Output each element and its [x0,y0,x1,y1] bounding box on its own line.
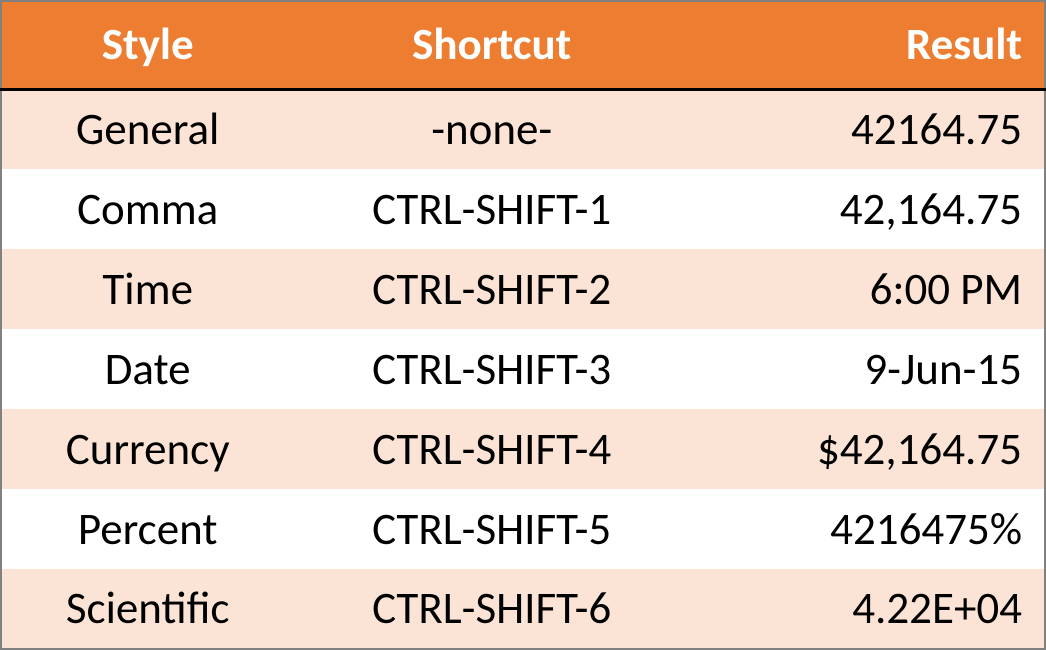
table-body: General -none- 42164.75 Comma CTRL-SHIFT… [1,89,1045,649]
header-shortcut: Shortcut [293,1,690,89]
cell-style: General [1,89,293,169]
cell-shortcut: CTRL-SHIFT-1 [293,169,690,249]
cell-result: $42,164.75 [690,409,1045,489]
number-format-shortcuts-table: Style Shortcut Result General -none- 421… [0,0,1046,650]
cell-shortcut: CTRL-SHIFT-4 [293,409,690,489]
table-row: Scientific CTRL-SHIFT-6 4.22E+04 [1,569,1045,649]
table-row: Comma CTRL-SHIFT-1 42,164.75 [1,169,1045,249]
table-row: Time CTRL-SHIFT-2 6:00 PM [1,249,1045,329]
table-row: Date CTRL-SHIFT-3 9-Jun-15 [1,329,1045,409]
cell-shortcut: CTRL-SHIFT-2 [293,249,690,329]
header-result: Result [690,1,1045,89]
cell-result: 42164.75 [690,89,1045,169]
cell-style: Comma [1,169,293,249]
cell-result: 4.22E+04 [690,569,1045,649]
header-row: Style Shortcut Result [1,1,1045,89]
cell-result: 6:00 PM [690,249,1045,329]
cell-result: 4216475% [690,489,1045,569]
table-row: Percent CTRL-SHIFT-5 4216475% [1,489,1045,569]
table-head: Style Shortcut Result [1,1,1045,89]
cell-style: Date [1,329,293,409]
header-style: Style [1,1,293,89]
cell-style: Scientific [1,569,293,649]
cell-shortcut: -none- [293,89,690,169]
cell-style: Time [1,249,293,329]
cell-shortcut: CTRL-SHIFT-5 [293,489,690,569]
cell-result: 42,164.75 [690,169,1045,249]
cell-result: 9-Jun-15 [690,329,1045,409]
table-row: General -none- 42164.75 [1,89,1045,169]
cell-style: Percent [1,489,293,569]
cell-shortcut: CTRL-SHIFT-6 [293,569,690,649]
cell-style: Currency [1,409,293,489]
cell-shortcut: CTRL-SHIFT-3 [293,329,690,409]
table-row: Currency CTRL-SHIFT-4 $42,164.75 [1,409,1045,489]
table-container: Style Shortcut Result General -none- 421… [0,0,1046,650]
